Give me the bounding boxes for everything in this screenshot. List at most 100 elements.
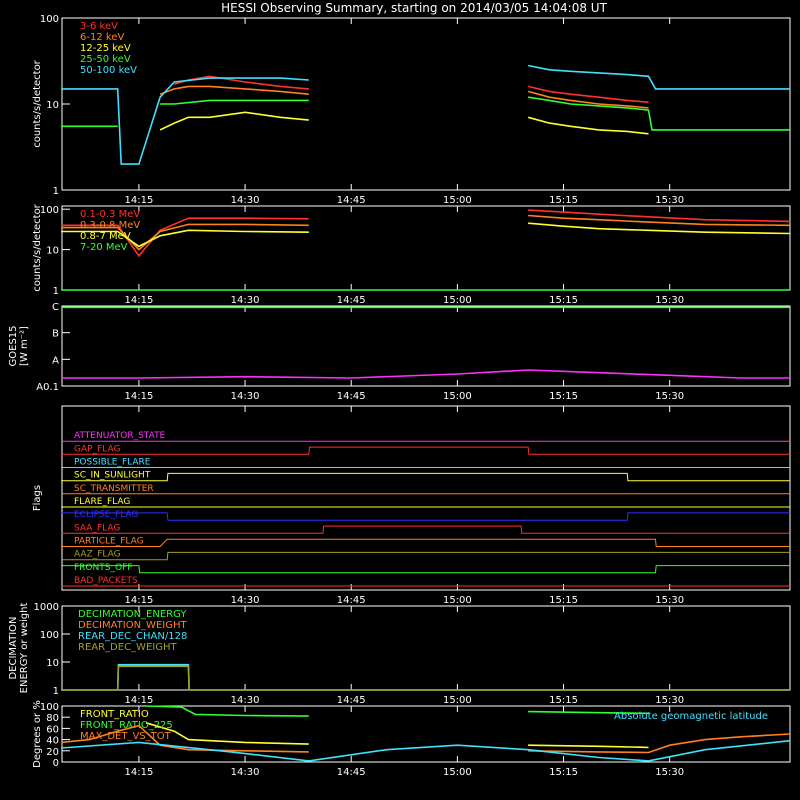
legend-label-3-6-kev: 3-6 keV xyxy=(80,21,118,32)
legend-label-decimation-energy: DECIMATION_ENERGY xyxy=(78,609,187,620)
panel-lightcurve-high: 14:15 14:30 14:45 15:00 15:15 15:30 1 10 100coun… xyxy=(32,203,791,306)
x-tick-label: 14:15 xyxy=(124,595,153,606)
x-tick-label: 14:30 xyxy=(231,391,260,402)
y-axis-label-2: [W m⁻²] xyxy=(19,326,30,366)
y-axis-label: Flags xyxy=(32,485,43,511)
x-tick-label: 14:15 xyxy=(124,695,153,706)
series-line-50-100-kev xyxy=(61,64,790,165)
x-tick-label: 15:00 xyxy=(443,595,472,606)
legend-label-50-100-kev: 50-100 keV xyxy=(80,65,137,76)
figure-title: HESSI Observing Summary, starting on 201… xyxy=(221,1,607,15)
flag-label-eclipse-flag: ECLIPSE_FLAG xyxy=(74,510,138,520)
y-tick-label: 40 xyxy=(46,736,59,747)
x-tick-label: 15:00 xyxy=(443,295,472,306)
series-line-0-8-7-mev xyxy=(61,222,791,248)
flag-label-gap-flag: GAP_FLAG xyxy=(74,444,120,454)
series-line-sc-in-sunlight xyxy=(61,472,790,482)
series-line-front-ratio-225 xyxy=(145,705,649,717)
series-line-saa-flag xyxy=(61,525,790,534)
series-line-rear-dec-weight xyxy=(61,665,790,691)
y-tick-label: A0.1 xyxy=(36,382,59,393)
flag-label-sc-in-sunlight: SC_IN_SUNLIGHT xyxy=(74,471,151,481)
y-axis-label: GOES15 xyxy=(8,325,19,366)
flag-label-saa-flag: SAA_FLAG xyxy=(74,523,120,533)
panel-goes: 14:15 14:30 14:45 15:00 15:15 15:30 A0.1 A B C GOE… xyxy=(8,302,791,402)
y-tick-label: 80 xyxy=(46,713,59,724)
x-tick-label: 14:30 xyxy=(231,767,260,778)
panel-flags: 14:15 14:30 14:45 15:00 15:15 15:30 Flags ATTEN… xyxy=(32,405,791,606)
series-line-max-det-vs-tot xyxy=(61,724,791,754)
x-tick-label: 14:15 xyxy=(124,391,153,402)
flag-label-possible-flare: POSSIBLE_FLARE xyxy=(74,458,151,468)
x-tick-label: 14:45 xyxy=(337,767,366,778)
legend-label-front-ratio-225: FRONT_RATIO_225 xyxy=(80,720,173,731)
series-line-absolute-geomagnetic-latitude xyxy=(61,739,791,762)
panel-lightcurve-low: 14:15 14:30 14:45 15:00 15:15 15:30 1 10 100 coun… xyxy=(32,14,791,206)
flag-label-bad-packets: BAD_PACKETS xyxy=(74,576,138,586)
panel-frame xyxy=(61,305,791,387)
y-tick-label: 10 xyxy=(46,246,59,257)
y-tick-label: 100 xyxy=(40,630,59,641)
annotation-label: Absolute geomagnetic latitude xyxy=(614,711,768,722)
x-tick-label: 15:30 xyxy=(655,391,684,402)
legend-label-6-12-kev: 6-12 keV xyxy=(80,32,124,43)
x-tick-label: 15:15 xyxy=(549,767,578,778)
legend-label-front-ratio: FRONT_RATIO xyxy=(80,709,149,720)
x-tick-label: 14:15 xyxy=(124,295,153,306)
x-tick-label: 14:15 xyxy=(124,195,153,206)
series-line-front-ratio xyxy=(145,722,649,749)
legend-label-rear-dec-weight: REAR_DEC_WEIGHT xyxy=(78,642,177,653)
series-line-0-3-0-8-mev xyxy=(61,214,791,251)
series-line-eclipse-flag xyxy=(61,512,790,521)
y-tick-label: 100 xyxy=(40,702,59,713)
y-tick-label: 20 xyxy=(46,747,59,758)
x-tick-label: 15:15 xyxy=(549,391,578,402)
series-line-fronts-off xyxy=(61,565,790,574)
y-tick-label: A xyxy=(52,355,59,366)
y-tick-label: 0 xyxy=(53,758,59,769)
y-tick-label: 1 xyxy=(53,686,59,697)
y-axis-label-2: ENERGY or weight xyxy=(19,603,30,694)
legend-label-0-3-0-8-mev: 0.3-0.8 MeV xyxy=(80,220,140,231)
legend-label-0-8-7-mev: 0.8-7 MeV xyxy=(80,231,131,242)
x-tick-label: 15:30 xyxy=(655,595,684,606)
series-line-12-25-kev xyxy=(159,111,649,135)
series-line-gap-flag xyxy=(61,446,790,455)
x-tick-label: 15:15 xyxy=(549,695,578,706)
flag-label-fronts-off: FRONTS_OFF xyxy=(74,563,132,573)
x-tick-label: 15:30 xyxy=(655,195,684,206)
x-tick-label: 14:45 xyxy=(337,695,366,706)
x-tick-label: 14:45 xyxy=(337,595,366,606)
x-tick-label: 15:30 xyxy=(655,295,684,306)
y-tick-label: 1000 xyxy=(34,602,59,613)
y-tick-label: B xyxy=(52,329,59,340)
y-tick-label: 60 xyxy=(46,724,59,735)
legend-label-7-20-mev: 7-20 MeV xyxy=(80,242,128,253)
x-tick-label: 14:45 xyxy=(337,391,366,402)
y-axis-label: Degrees or % xyxy=(32,700,43,768)
x-tick-label: 14:45 xyxy=(337,295,366,306)
x-tick-label: 14:30 xyxy=(231,195,260,206)
y-tick-label: 100 xyxy=(40,205,59,216)
y-tick-label: 1 xyxy=(53,286,59,297)
legend-label-25-50-kev: 25-50 keV xyxy=(80,54,131,65)
flag-label-particle-flag: PARTICLE_FLAG xyxy=(74,537,144,547)
flag-label-flare-flag: FLARE_FLAG xyxy=(74,497,130,507)
x-tick-label: 15:00 xyxy=(443,767,472,778)
y-tick-label: 1 xyxy=(53,186,59,197)
y-tick-label: C xyxy=(52,302,59,313)
legend-label-decimation-weight: DECIMATION_WEIGHT xyxy=(78,620,187,631)
x-tick-label: 14:30 xyxy=(231,595,260,606)
x-tick-label: 15:15 xyxy=(549,195,578,206)
panel-decimation: 14:15 14:30 14:45 15:00 15:15 15:30 1 10 100 1000… xyxy=(8,602,791,706)
series-line-goes15-short xyxy=(61,369,790,379)
x-tick-label: 14:30 xyxy=(231,295,260,306)
legend-label-0-1-0-3-mev: 0.1-0.3 MeV xyxy=(80,209,140,220)
x-tick-label: 14:15 xyxy=(124,767,153,778)
x-tick-label: 15:15 xyxy=(549,295,578,306)
panel-ratios: 14:15 14:30 14:45 15:00 15:15 15:30 0204060801… xyxy=(32,700,791,778)
legend-label-max-det-vs-tot: MAX_DET_VS_TOT xyxy=(80,731,172,742)
x-tick-label: 15:30 xyxy=(655,695,684,706)
x-tick-label: 15:15 xyxy=(549,595,578,606)
